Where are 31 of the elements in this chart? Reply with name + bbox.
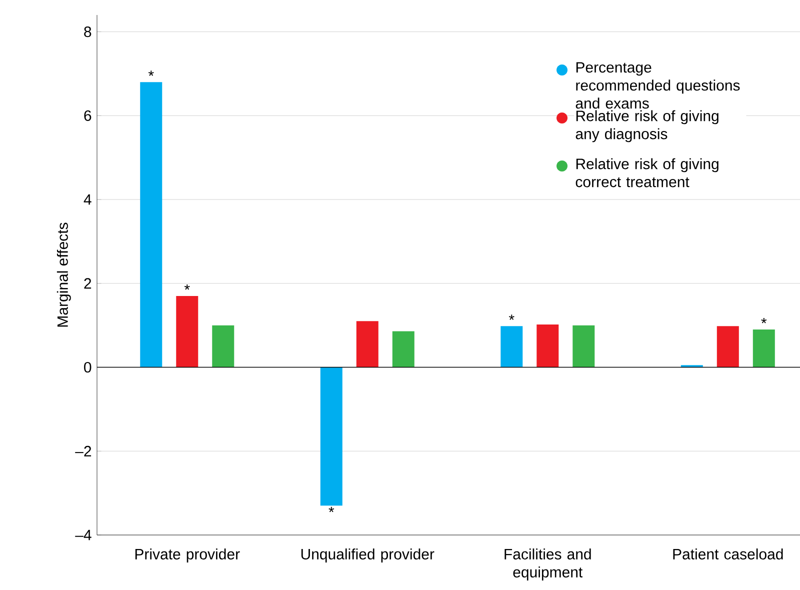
y-tick-label: –4 xyxy=(75,530,92,540)
x-tick-label: Facilities and equipment xyxy=(504,548,591,580)
bar xyxy=(140,82,162,368)
bar xyxy=(212,325,234,368)
legend-label: Percentage recommended questions and exams xyxy=(576,62,740,109)
legend-label: Relative risk of giving correct treatment xyxy=(576,158,718,188)
x-tick-label: Private provider xyxy=(135,548,240,562)
y-tick-label: 4 xyxy=(84,194,92,205)
bar xyxy=(716,326,739,368)
legend-label: Relative risk of giving any diagnosis xyxy=(576,110,718,142)
bar xyxy=(392,331,414,368)
bar xyxy=(356,321,378,368)
y-tick-label: 6 xyxy=(84,110,92,121)
bar xyxy=(176,296,198,368)
y-axis-title: Marginal effects xyxy=(56,222,71,327)
data-label: * xyxy=(328,506,334,512)
data-label: * xyxy=(184,284,190,290)
bar xyxy=(572,325,595,368)
data-label: * xyxy=(148,70,154,76)
bar xyxy=(500,326,523,368)
x-tick-label: Patient caseload xyxy=(673,548,783,560)
y-tick-label: 8 xyxy=(84,26,92,38)
y-tick-label: 2 xyxy=(84,278,92,289)
x-tick-label: Unqualified provider xyxy=(301,548,434,562)
bar xyxy=(536,324,559,368)
y-tick-label: 0 xyxy=(84,362,92,373)
bar xyxy=(752,330,775,368)
y-tick-label: –2 xyxy=(75,446,92,456)
bar xyxy=(320,367,342,506)
data-label: * xyxy=(508,314,514,320)
data-label: * xyxy=(761,318,767,324)
